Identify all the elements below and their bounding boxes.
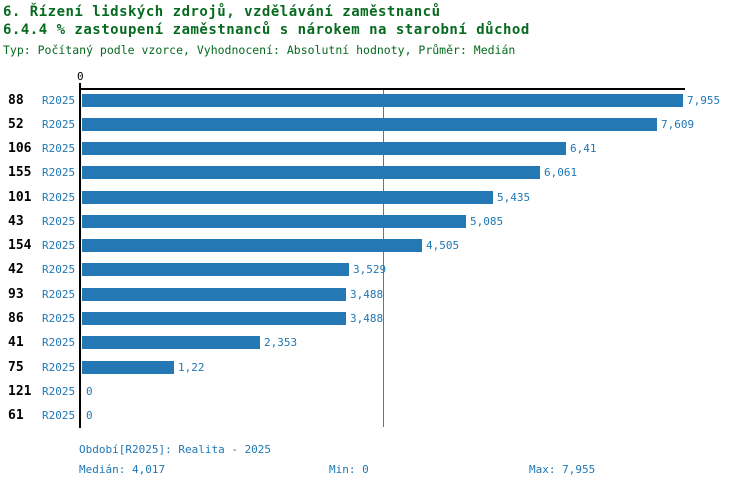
- period-label: R2025: [42, 166, 76, 180]
- value-label: 2,353: [264, 336, 298, 350]
- value-bar: [82, 190, 493, 204]
- period-label: R2025: [42, 384, 76, 398]
- period-info-label: Období[R2025]: Realita - 2025: [79, 443, 272, 456]
- period-label: R2025: [42, 239, 76, 253]
- zero-tick-label: 0: [77, 70, 84, 83]
- category-label: 75: [8, 359, 24, 375]
- bar-row: 106 R2025 6,41: [0, 137, 750, 161]
- median-stat-label: Medián: 4,017: [79, 463, 166, 476]
- bar-row: 155 R2025 6,061: [0, 161, 750, 185]
- value-label: 7,609: [661, 117, 695, 131]
- value-bar: [82, 214, 466, 228]
- value-bar: [82, 287, 346, 301]
- median-line: [383, 90, 384, 427]
- category-label: 52: [8, 116, 24, 132]
- category-label: 41: [8, 335, 24, 351]
- value-label: 3,488: [350, 312, 384, 326]
- period-label: R2025: [42, 336, 76, 350]
- category-label: 42: [8, 262, 24, 278]
- value-label: 4,505: [426, 239, 460, 253]
- bar-track: 5,085: [82, 209, 750, 233]
- bar-row: 88 R2025 7,955: [0, 88, 750, 112]
- bar-row: 41 R2025 2,353: [0, 331, 750, 355]
- category-label: 88: [8, 92, 24, 108]
- period-label: R2025: [42, 263, 76, 277]
- category-label: 154: [8, 238, 32, 254]
- bar-row: 86 R2025 3,488: [0, 306, 750, 330]
- bar-track: 0: [82, 403, 750, 427]
- max-stat-label: Max: 7,955: [529, 463, 596, 476]
- bar-row: 42 R2025 3,529: [0, 258, 750, 282]
- value-label: 3,529: [353, 263, 387, 277]
- value-label: 0: [86, 384, 93, 398]
- chart-rows: 88 R2025 7,955 52 R2025 7,609 106 R2025 …: [0, 88, 750, 428]
- period-label: R2025: [42, 117, 76, 131]
- bar-row: 43 R2025 5,085: [0, 209, 750, 233]
- value-bar: [82, 263, 349, 277]
- period-label: R2025: [42, 409, 76, 423]
- value-label: 3,488: [350, 287, 384, 301]
- bar-row: 75 R2025 1,22: [0, 355, 750, 379]
- value-label: 1,22: [178, 360, 205, 374]
- value-bar: [82, 336, 260, 350]
- bar-track: 1,22: [82, 355, 750, 379]
- period-label: R2025: [42, 360, 76, 374]
- period-label: R2025: [42, 287, 76, 301]
- bar-row: 61 R2025 0: [0, 403, 750, 427]
- bar-track: 0: [82, 379, 750, 403]
- bar-row: 52 R2025 7,609: [0, 112, 750, 136]
- bar-track: 4,505: [82, 234, 750, 258]
- period-label: R2025: [42, 93, 76, 107]
- x-axis-line: [79, 88, 685, 90]
- indicator-title: 6.4.4 % zastoupení zaměstnanců s nárokem…: [3, 22, 530, 38]
- bar-track: 6,41: [82, 137, 750, 161]
- value-label: 0: [86, 409, 93, 423]
- category-label: 121: [8, 383, 32, 399]
- period-label: R2025: [42, 142, 76, 156]
- bar-track: 3,488: [82, 282, 750, 306]
- period-label: R2025: [42, 312, 76, 326]
- bar-row: 101 R2025 5,435: [0, 185, 750, 209]
- category-label: 106: [8, 141, 32, 157]
- value-bar: [82, 360, 174, 374]
- category-label: 86: [8, 311, 24, 327]
- value-bar: [82, 117, 657, 131]
- value-label: 6,061: [544, 166, 578, 180]
- value-label: 7,955: [687, 93, 721, 107]
- category-label: 93: [8, 286, 24, 302]
- category-label: 61: [8, 408, 24, 424]
- chart-subtitle: Typ: Počítaný podle vzorce, Vyhodnocení:…: [3, 43, 516, 57]
- value-label: 5,085: [470, 214, 504, 228]
- bar-track: 5,435: [82, 185, 750, 209]
- value-bar: [82, 142, 566, 156]
- bar-track: 3,529: [82, 258, 750, 282]
- value-bar: [82, 312, 346, 326]
- value-bar: [82, 93, 683, 107]
- category-label: 43: [8, 213, 24, 229]
- bar-track: 6,061: [82, 161, 750, 185]
- y-axis-line: [79, 83, 81, 428]
- period-label: R2025: [42, 214, 76, 228]
- bar-track: 2,353: [82, 331, 750, 355]
- category-label: 101: [8, 189, 32, 205]
- bar-row: 154 R2025 4,505: [0, 234, 750, 258]
- min-stat-label: Min: 0: [329, 463, 369, 476]
- period-label: R2025: [42, 190, 76, 204]
- value-label: 5,435: [497, 190, 531, 204]
- value-label: 6,41: [570, 142, 597, 156]
- bar-track: 7,955: [82, 88, 750, 112]
- bar-track: 7,609: [82, 112, 750, 136]
- bar-row: 121 R2025 0: [0, 379, 750, 403]
- value-bar: [82, 239, 422, 253]
- bar-row: 93 R2025 3,488: [0, 282, 750, 306]
- bar-track: 3,488: [82, 306, 750, 330]
- page-title: 6. Řízení lidských zdrojů, vzdělávání za…: [3, 4, 441, 20]
- value-bar: [82, 166, 540, 180]
- category-label: 155: [8, 165, 32, 181]
